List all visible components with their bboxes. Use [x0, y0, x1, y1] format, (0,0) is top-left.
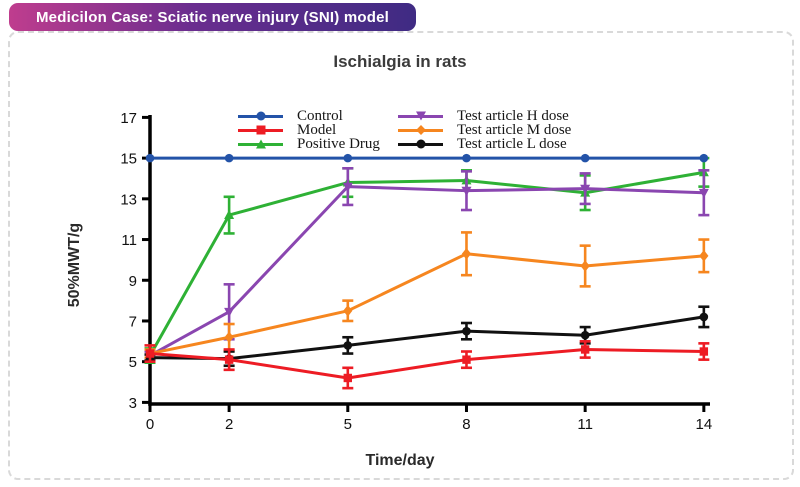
case-badge-label: Medicilon Case: Sciatic nerve injury (SN…	[35, 8, 390, 26]
svg-text:2: 2	[225, 416, 233, 433]
y-axis-label: 50%MWT/g	[66, 222, 83, 308]
svg-text:0: 0	[146, 416, 154, 433]
svg-text:8: 8	[462, 416, 470, 433]
chart-title: Ischialgia in rats	[333, 52, 467, 71]
svg-text:14: 14	[695, 416, 712, 433]
svg-text:13: 13	[120, 191, 137, 208]
svg-text:5: 5	[129, 354, 137, 371]
svg-text:15: 15	[120, 151, 137, 168]
svg-text:3: 3	[129, 395, 137, 412]
series-model	[144, 340, 710, 390]
svg-text:5: 5	[344, 416, 352, 433]
svg-text:11: 11	[121, 232, 137, 249]
svg-text:11: 11	[577, 416, 593, 433]
svg-text:7: 7	[129, 313, 137, 330]
series-control	[145, 153, 709, 163]
svg-text:9: 9	[129, 273, 137, 290]
y-axis-ticks: 3 5 7 9 11 13 15 17	[120, 110, 150, 412]
x-axis-label: Time/day	[365, 452, 435, 469]
x-axis-ticks: 0 2 5 8 11 14	[146, 404, 712, 433]
case-badge: Medicilon Case: Sciatic nerve injury (SN…	[9, 3, 416, 31]
dashed-border-panel	[8, 31, 794, 480]
svg-text:17: 17	[120, 110, 137, 127]
